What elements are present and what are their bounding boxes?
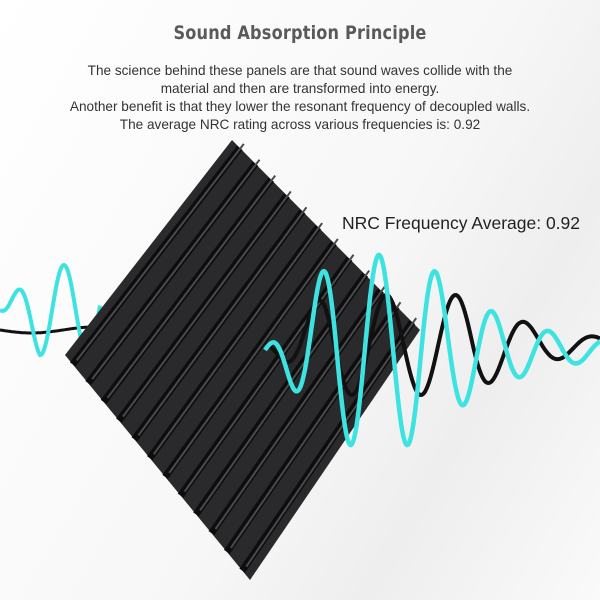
description-line: The science behind these panels are that… [87,63,513,78]
description: The science behind these panels are that… [0,62,600,134]
foam-ridge-highlight [230,301,402,549]
foam-ridge-highlight [137,206,308,436]
foam-ridge-highlight [91,159,261,380]
foam-ridge-highlight [214,285,386,530]
sound-waves-front [263,252,600,448]
description-line: Another benefit is that they lower the r… [69,99,531,114]
foam-ridge-highlight [152,222,323,455]
foam-ridge-highlight [168,238,339,474]
foam-ridge-highlight [199,270,370,511]
cyan-wave-right [263,252,600,448]
nrc-average-label: NRC Frequency Average: 0.92 [342,213,581,233]
black-wave-right [265,292,600,398]
foam-ridge-highlight [245,317,417,568]
description-line: The average NRC rating across various fr… [119,117,481,132]
foam-ridge-highlight [183,254,355,493]
foam-ridge-highlight [75,143,245,361]
foam-ridge-shadow [239,320,416,573]
foam-ridge-highlight [122,190,292,418]
acoustic-foam-panel [65,140,420,580]
description-line: material and then are transformed into e… [160,81,440,96]
foam-ridge-highlight [106,174,276,399]
page-title: Sound Absorption Principle [173,22,427,44]
